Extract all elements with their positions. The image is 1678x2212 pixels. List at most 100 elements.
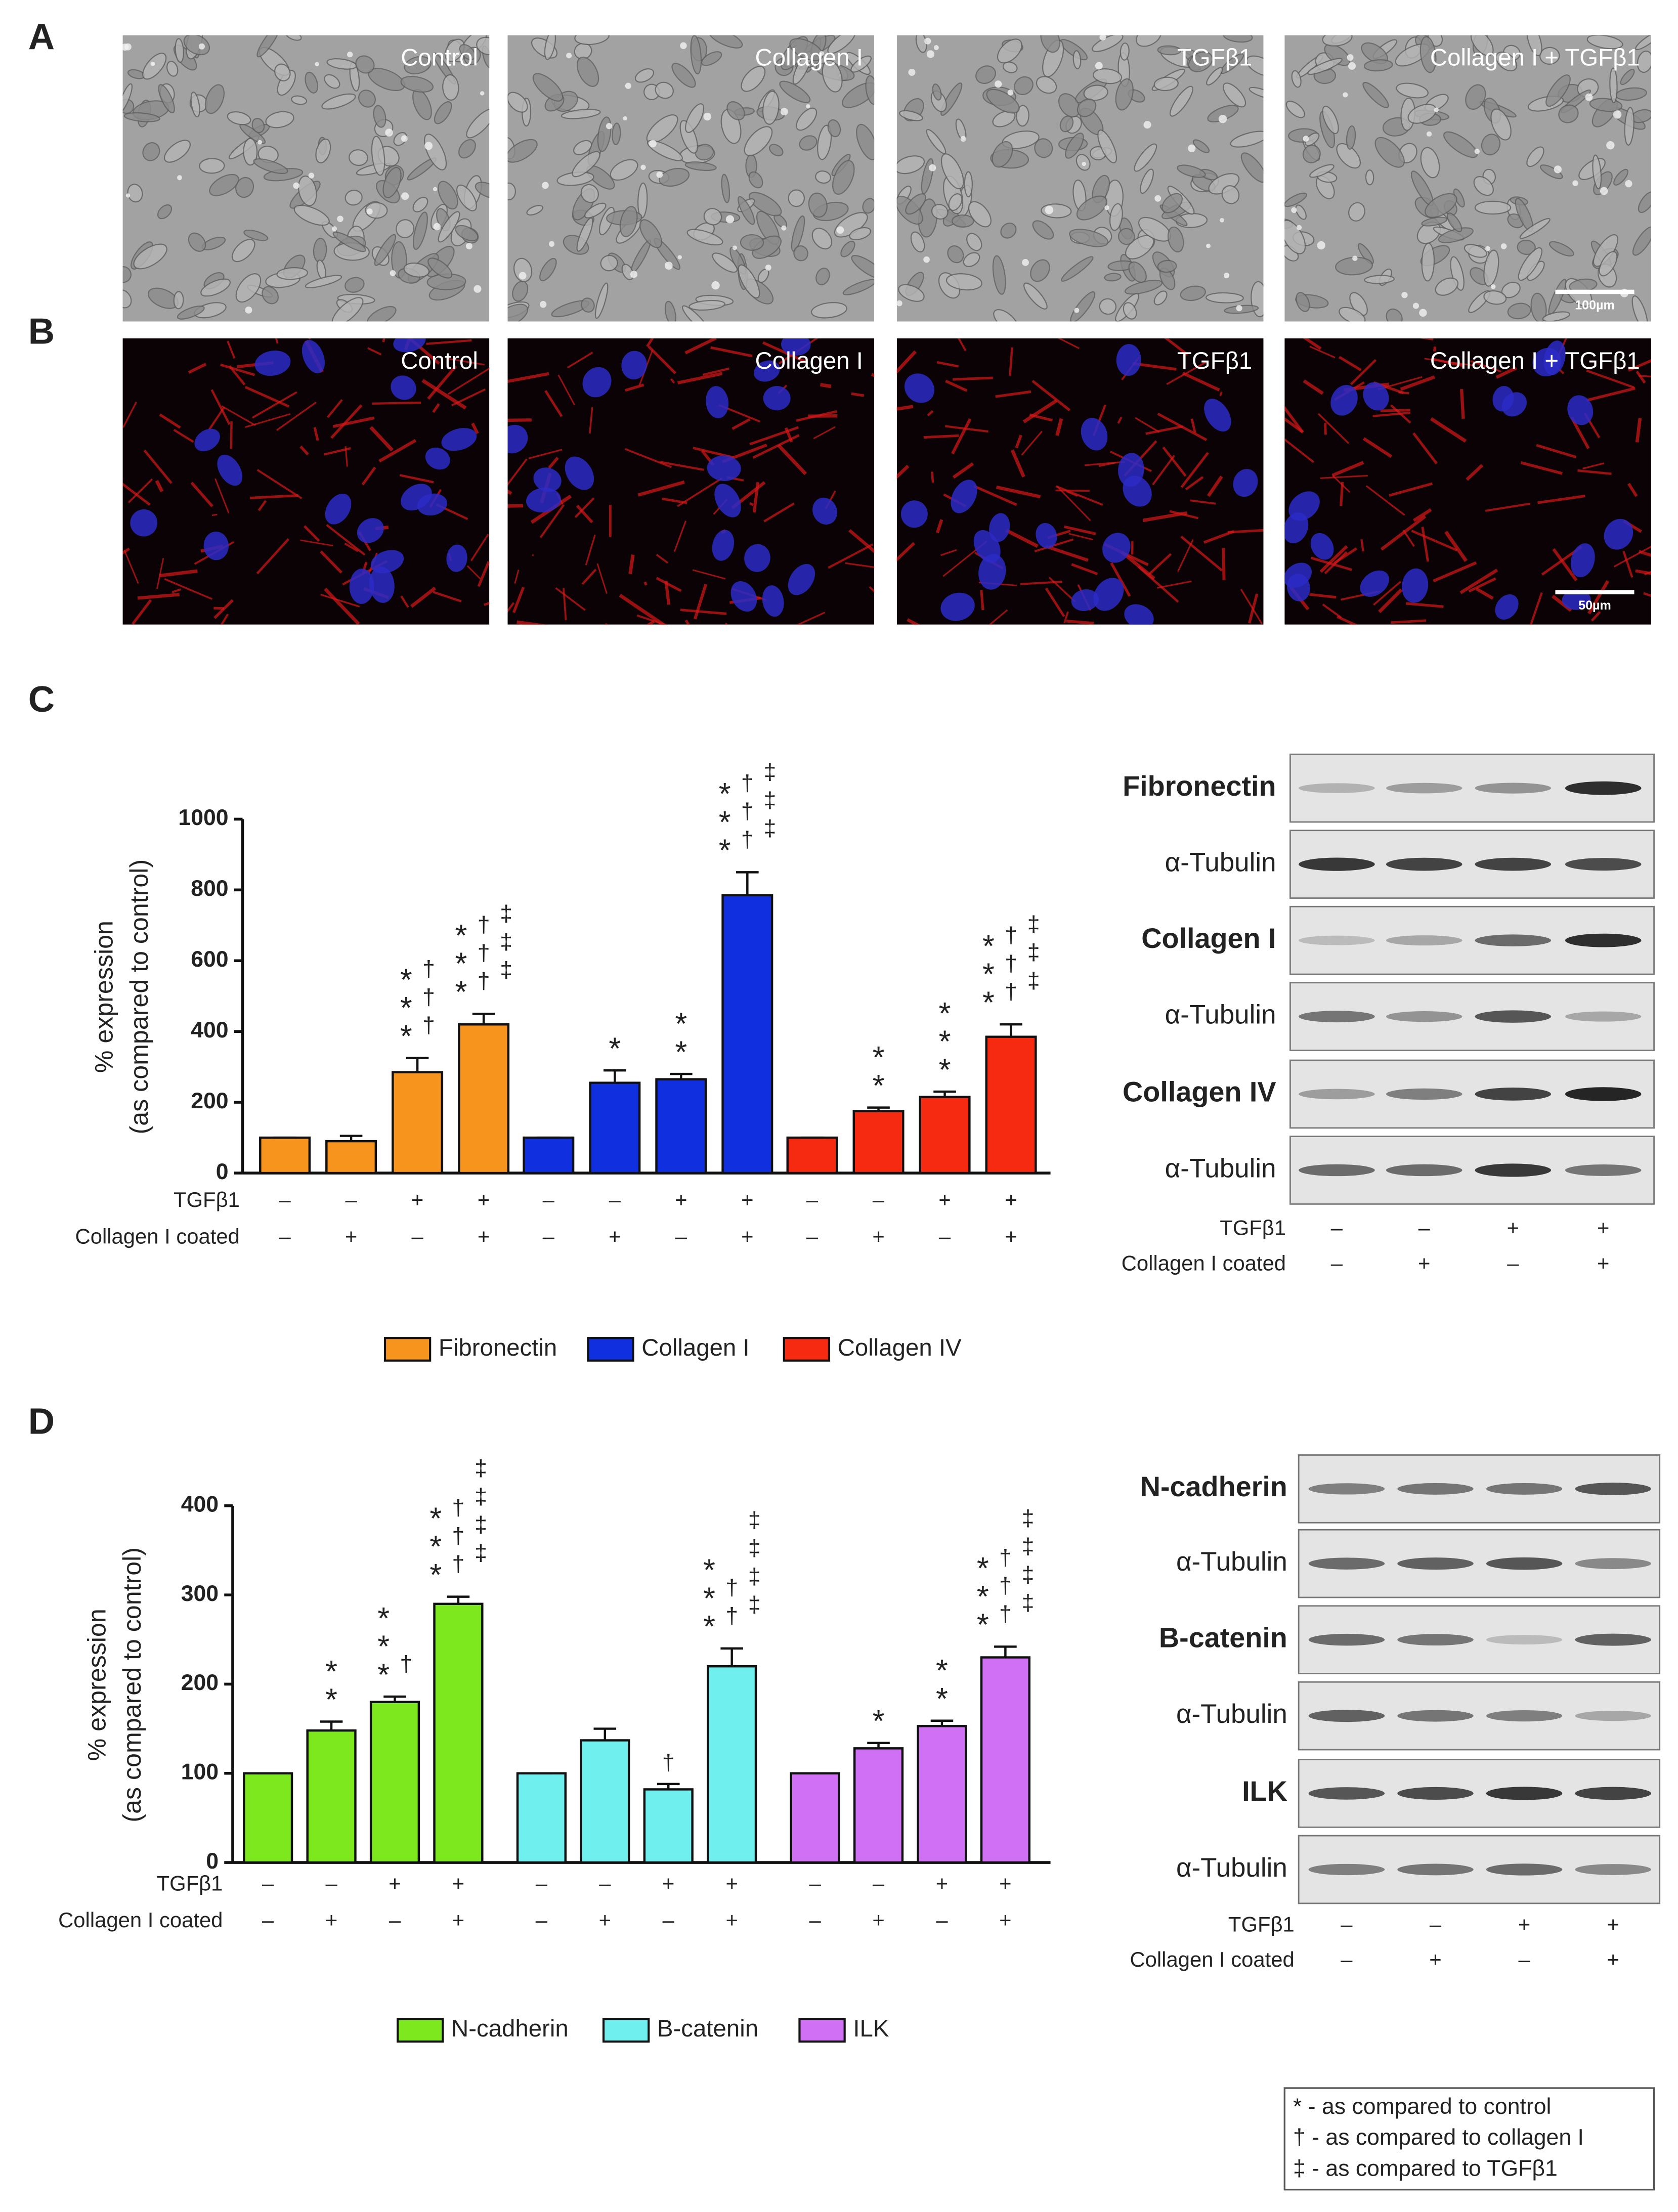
texture bbox=[369, 426, 394, 452]
significance-mark: † bbox=[1005, 951, 1017, 976]
texture bbox=[1120, 42, 1130, 61]
texture bbox=[1405, 602, 1444, 608]
texture bbox=[1071, 563, 1098, 576]
texture bbox=[1177, 164, 1206, 178]
texture bbox=[561, 109, 601, 119]
texture bbox=[256, 538, 290, 575]
texture bbox=[345, 190, 363, 206]
texture bbox=[573, 140, 592, 155]
blot-band bbox=[1565, 933, 1642, 947]
condition-sign: + bbox=[872, 1908, 884, 1932]
texture bbox=[1134, 143, 1157, 172]
texture bbox=[628, 554, 635, 574]
texture bbox=[975, 65, 996, 84]
blot-band bbox=[1486, 1863, 1563, 1876]
texture bbox=[330, 404, 363, 439]
texture bbox=[200, 278, 231, 297]
significance-mark: ‡ bbox=[475, 1484, 487, 1509]
significance-mark: * bbox=[936, 1653, 948, 1687]
texture bbox=[507, 424, 528, 454]
texture bbox=[401, 135, 408, 142]
texture bbox=[1464, 244, 1487, 258]
texture bbox=[122, 83, 133, 113]
texture bbox=[198, 43, 205, 50]
texture bbox=[324, 74, 340, 89]
condition-sign: + bbox=[999, 1908, 1011, 1932]
texture bbox=[1577, 469, 1612, 475]
condition-sign: + bbox=[478, 1224, 490, 1248]
texture bbox=[610, 159, 638, 181]
significance-mark: * bbox=[377, 1657, 390, 1691]
texture bbox=[446, 358, 485, 366]
significance-mark: ‡ bbox=[1022, 1591, 1035, 1616]
texture bbox=[1034, 138, 1053, 158]
texture bbox=[1466, 464, 1484, 481]
texture bbox=[1470, 35, 1494, 56]
condition-sign: – bbox=[1331, 1216, 1343, 1240]
texture bbox=[1032, 220, 1054, 240]
texture bbox=[471, 422, 479, 435]
texture bbox=[744, 126, 773, 156]
texture bbox=[442, 74, 459, 101]
texture bbox=[686, 229, 723, 246]
texture bbox=[470, 534, 489, 561]
texture bbox=[732, 245, 737, 250]
texture bbox=[815, 170, 831, 184]
texture bbox=[1005, 529, 1039, 548]
blot-band bbox=[1397, 1634, 1474, 1646]
significance-mark: ‡ bbox=[475, 1512, 487, 1537]
texture bbox=[1056, 486, 1091, 522]
condition-sign: + bbox=[1597, 1251, 1609, 1275]
legend-swatch bbox=[396, 2018, 444, 2043]
bar bbox=[985, 1035, 1037, 1175]
texture bbox=[171, 588, 182, 593]
texture bbox=[1099, 35, 1106, 40]
y-tick-label: 300 bbox=[181, 1581, 219, 1606]
significance-mark: * bbox=[719, 833, 731, 868]
texture bbox=[519, 272, 527, 280]
texture bbox=[1421, 242, 1435, 282]
bar bbox=[852, 1110, 905, 1175]
texture bbox=[923, 434, 959, 439]
texture bbox=[557, 374, 575, 406]
texture bbox=[1152, 455, 1175, 486]
texture bbox=[952, 462, 974, 479]
texture bbox=[159, 569, 198, 578]
texture bbox=[619, 593, 666, 625]
texture bbox=[1022, 258, 1029, 266]
texture bbox=[253, 158, 288, 175]
texture bbox=[204, 84, 225, 114]
texture bbox=[996, 485, 1041, 499]
texture bbox=[1309, 164, 1335, 178]
significance-mark: * bbox=[455, 974, 467, 1009]
texture bbox=[1082, 161, 1086, 166]
texture bbox=[1638, 191, 1651, 213]
texture bbox=[1530, 292, 1547, 322]
legend-swatch bbox=[783, 1337, 831, 1362]
blot-band bbox=[1299, 1089, 1375, 1100]
texture bbox=[781, 225, 787, 231]
texture bbox=[297, 176, 317, 206]
condition-sign: – bbox=[279, 1224, 291, 1248]
texture bbox=[1220, 218, 1224, 223]
texture bbox=[1365, 485, 1405, 516]
texture bbox=[1365, 169, 1374, 186]
texture bbox=[777, 444, 807, 475]
texture bbox=[762, 341, 807, 363]
blot-band bbox=[1397, 1557, 1474, 1570]
texture bbox=[533, 467, 562, 492]
texture bbox=[507, 602, 515, 613]
texture bbox=[1420, 147, 1440, 179]
texture bbox=[347, 52, 353, 58]
blot-band bbox=[1475, 1088, 1552, 1101]
texture bbox=[763, 386, 791, 411]
bar bbox=[919, 1096, 971, 1175]
texture bbox=[210, 389, 231, 425]
condition-sign: – bbox=[806, 1188, 819, 1211]
texture bbox=[945, 273, 982, 291]
texture bbox=[1319, 545, 1348, 573]
texture bbox=[1562, 589, 1591, 610]
condition-sign: – bbox=[411, 1224, 423, 1248]
texture bbox=[396, 219, 415, 238]
significance-mark: ‡ bbox=[764, 788, 777, 813]
